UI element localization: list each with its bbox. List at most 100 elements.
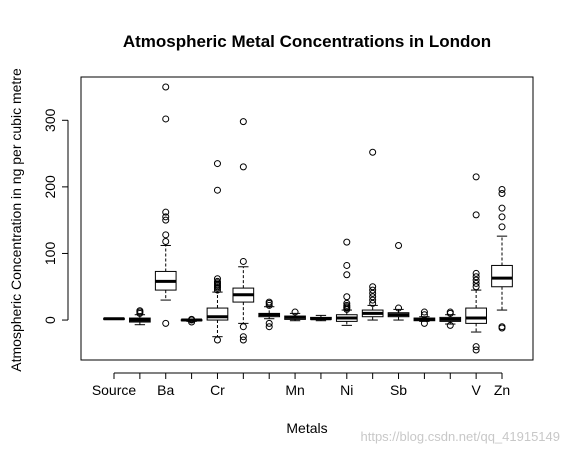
box-v bbox=[465, 173, 487, 354]
outlier-point bbox=[162, 83, 170, 91]
outlier-point bbox=[239, 163, 247, 171]
watermark: https://blog.csdn.net/qq_41915149 bbox=[361, 429, 561, 444]
iqr-box bbox=[206, 307, 229, 321]
outlier-point bbox=[498, 223, 506, 231]
y-tick-label: 0 bbox=[42, 316, 58, 324]
outlier-point bbox=[291, 308, 299, 316]
outlier-point bbox=[369, 289, 377, 297]
x-tick-label: Sb bbox=[390, 382, 407, 398]
x-tick-label: Zn bbox=[494, 382, 510, 398]
y-tick-label: 100 bbox=[42, 242, 58, 266]
iqr-box bbox=[465, 307, 487, 324]
box-sb bbox=[387, 241, 410, 321]
outlier-point bbox=[162, 237, 170, 245]
outlier-point bbox=[265, 323, 273, 331]
x-tick-label: V bbox=[471, 382, 481, 398]
x-tick-label: Source bbox=[92, 382, 137, 398]
outlier-point bbox=[472, 343, 480, 351]
box-pb bbox=[310, 314, 332, 322]
outlier-point bbox=[213, 336, 221, 344]
outlier-point bbox=[369, 148, 377, 156]
y-axis: 0 100 200 300 bbox=[42, 108, 69, 324]
outlier-point bbox=[395, 241, 403, 249]
box-ba bbox=[154, 83, 177, 327]
outlier-point bbox=[265, 298, 273, 306]
outlier-point bbox=[239, 336, 247, 344]
outlier-point bbox=[472, 279, 480, 287]
x-tick-label: Cr bbox=[210, 382, 225, 398]
box-source bbox=[103, 317, 125, 321]
outlier-point bbox=[343, 293, 351, 301]
box-cd bbox=[180, 315, 203, 326]
box-zn bbox=[491, 186, 513, 332]
x-axis: Source Ba Cr Mn Ni Sb V Zn bbox=[92, 372, 510, 398]
outlier-point bbox=[343, 299, 351, 307]
outlier-point bbox=[265, 319, 273, 327]
outlier-point bbox=[213, 186, 221, 194]
outlier-point bbox=[188, 315, 196, 323]
box-sn bbox=[413, 308, 436, 327]
outlier-point bbox=[162, 216, 170, 224]
x-tick-label: Ba bbox=[157, 382, 174, 398]
outlier-point bbox=[239, 333, 247, 341]
outlier-point bbox=[446, 321, 454, 329]
outlier-point bbox=[162, 115, 170, 123]
outlier-point bbox=[162, 231, 170, 239]
outlier-point bbox=[239, 118, 247, 126]
outlier-point bbox=[213, 160, 221, 168]
x-tick-label: Mn bbox=[285, 382, 304, 398]
outlier-point bbox=[369, 283, 377, 291]
iqr-box bbox=[491, 264, 513, 288]
outlier-point bbox=[188, 318, 196, 326]
outlier-point bbox=[343, 301, 351, 309]
outlier-point bbox=[265, 301, 273, 309]
x-axis-label: Metals bbox=[286, 420, 327, 436]
outlier-point bbox=[472, 269, 480, 277]
outlier-point bbox=[446, 308, 454, 316]
outlier-point bbox=[395, 304, 403, 312]
box-mn bbox=[284, 308, 306, 322]
outlier-point bbox=[498, 190, 506, 198]
outlier-point bbox=[420, 319, 428, 327]
y-axis-label: Atmospheric Concentration in ng per cubi… bbox=[8, 68, 24, 372]
outlier-point bbox=[369, 293, 377, 301]
outlier-point bbox=[343, 238, 351, 246]
outlier-point bbox=[498, 204, 506, 212]
outlier-point bbox=[472, 173, 480, 181]
y-tick-label: 200 bbox=[42, 175, 58, 199]
outlier-point bbox=[472, 346, 480, 354]
outlier-point bbox=[343, 261, 351, 269]
outlier-point bbox=[369, 296, 377, 304]
box-se bbox=[361, 148, 384, 321]
outlier-point bbox=[343, 271, 351, 279]
outlier-point bbox=[239, 323, 247, 331]
box-cu bbox=[232, 118, 255, 344]
chart-title: Atmospheric Metal Concentrations in Lond… bbox=[123, 32, 491, 51]
y-tick-label: 300 bbox=[42, 108, 58, 132]
outlier-point bbox=[498, 186, 506, 194]
outlier-point bbox=[136, 307, 144, 315]
outlier-point bbox=[472, 276, 480, 284]
box-as bbox=[129, 307, 151, 326]
outlier-point bbox=[213, 275, 221, 283]
outlier-point bbox=[498, 323, 506, 331]
box-cr bbox=[206, 160, 229, 344]
outlier-point bbox=[162, 319, 170, 327]
outlier-point bbox=[420, 308, 428, 316]
outlier-point bbox=[162, 213, 170, 221]
outlier-point bbox=[213, 277, 221, 285]
x-tick-label: Ni bbox=[340, 382, 353, 398]
outlier-point bbox=[472, 283, 480, 291]
outlier-point bbox=[239, 257, 247, 265]
boxes-group bbox=[103, 83, 513, 354]
outlier-point bbox=[472, 273, 480, 281]
box-fe bbox=[258, 298, 281, 331]
outlier-point bbox=[472, 211, 480, 219]
box-ti bbox=[439, 308, 462, 329]
outlier-point bbox=[369, 299, 377, 307]
outlier-point bbox=[162, 208, 170, 216]
outlier-point bbox=[369, 286, 377, 294]
plot-frame bbox=[80, 76, 534, 361]
